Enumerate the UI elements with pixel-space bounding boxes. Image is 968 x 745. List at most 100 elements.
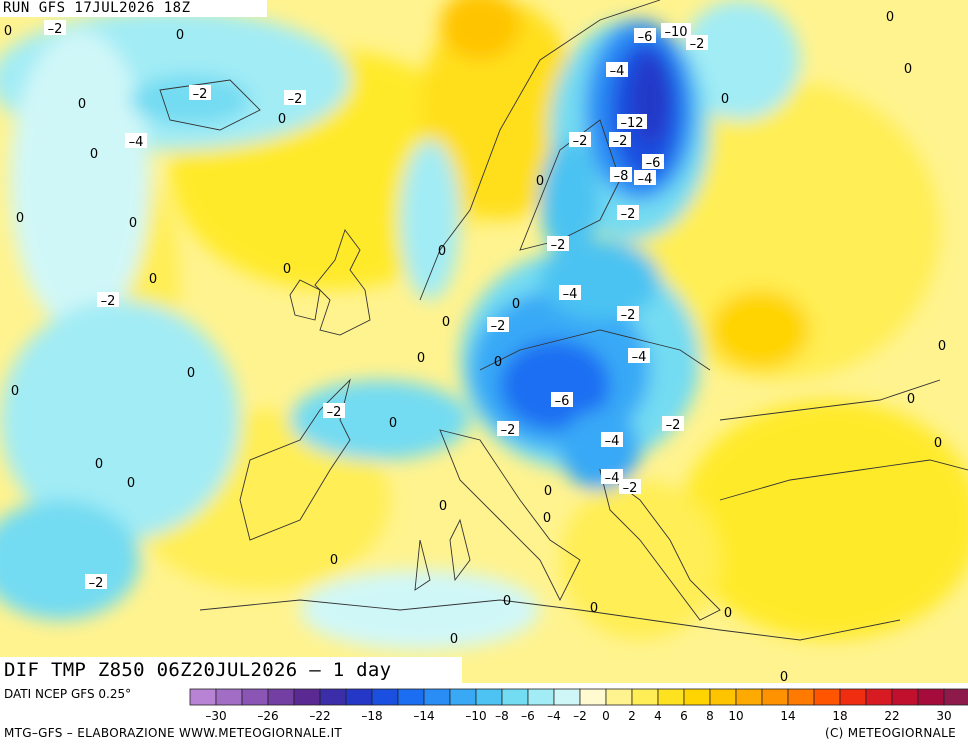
- contour-label-text: –2: [573, 134, 588, 149]
- contour-label-box: [284, 90, 306, 105]
- scale-tick-label: –6: [521, 709, 535, 723]
- anomaly-field: [0, 0, 968, 650]
- contour-label-box: [634, 170, 656, 185]
- contour-label-text: –2: [48, 22, 63, 37]
- scale-swatch: [631, 688, 659, 706]
- scale-swatch: [527, 688, 555, 706]
- contour-label: 0: [724, 606, 732, 621]
- scale-swatch: [345, 688, 373, 706]
- contour-label-text: 0: [90, 147, 98, 162]
- scale-tick-label: 30: [936, 709, 951, 723]
- contour-label-text: 0: [283, 262, 291, 277]
- contour-label: 0: [16, 211, 24, 226]
- contour-label: 0: [438, 244, 446, 259]
- contour-label-box: [569, 132, 591, 147]
- scale-swatch: [371, 688, 399, 706]
- scale-tick-label: 4: [654, 709, 662, 723]
- contour-label-text: 0: [438, 244, 446, 259]
- credit-left: MTG–GFS – ELABORAZIONE WWW.METEOGIORNALE…: [4, 726, 343, 740]
- contour-label: 0: [439, 499, 447, 514]
- contour-label-text: –2: [101, 294, 116, 309]
- contour-label-text: 0: [417, 351, 425, 366]
- contour-label: 0: [330, 553, 338, 568]
- contour-label-text: 0: [95, 457, 103, 472]
- contour-label: –2: [97, 292, 119, 309]
- scale-tick-label: 10: [728, 709, 743, 723]
- scale-swatch: [839, 688, 867, 706]
- contour-label: 0: [721, 92, 729, 107]
- contour-label: –2: [189, 85, 211, 102]
- scale-swatch: [501, 688, 529, 706]
- contour-label-text: –4: [605, 434, 620, 449]
- contour-label: 0: [544, 484, 552, 499]
- scale-swatch: [709, 688, 737, 706]
- contour-label-box: [606, 62, 628, 77]
- contour-label: –2: [284, 90, 306, 107]
- contour-label-text: 0: [938, 339, 946, 354]
- contour-label: 0: [78, 97, 86, 112]
- scale-swatch: [553, 688, 581, 706]
- contour-label-text: 0: [721, 92, 729, 107]
- contour-label-text: –4: [632, 350, 647, 365]
- contour-label-text: 0: [886, 10, 894, 25]
- scale-tick-label: 2: [628, 709, 636, 723]
- contour-label: 0: [149, 272, 157, 287]
- contour-label-box: [44, 20, 66, 35]
- scale-swatch: [891, 688, 919, 706]
- scale-tick-label: –26: [257, 709, 278, 723]
- color-scale-legend: –30 –26 –22 –18 –14 –10 –8 –6 –4 –2 0 2 4 6 8 10 14 18 22 3…: [189, 688, 968, 723]
- contour-label-text: –10: [664, 25, 687, 40]
- contour-label-box: [662, 416, 684, 431]
- contour-label: 0: [442, 315, 450, 330]
- scale-swatch: [423, 688, 451, 706]
- contour-label-box: [686, 35, 708, 50]
- contour-label-text: 0: [442, 315, 450, 330]
- contour-label: 0: [129, 216, 137, 231]
- contour-label-text: 0: [129, 216, 137, 231]
- contour-label: –6: [642, 154, 664, 171]
- scale-swatch: [215, 688, 243, 706]
- scale-tick-label: 8: [706, 709, 714, 723]
- contour-label: 0: [278, 112, 286, 127]
- contour-label: –2: [617, 306, 639, 323]
- scale-tick-label: 18: [832, 709, 847, 723]
- contour-label-text: –2: [613, 134, 628, 149]
- contour-label: 0: [503, 594, 511, 609]
- contour-label-text: 0: [907, 392, 915, 407]
- contour-label: 0: [494, 355, 502, 370]
- contour-label-box: [634, 28, 656, 43]
- contour-label: 0: [450, 632, 458, 647]
- contour-label-text: –2: [621, 207, 636, 222]
- contour-label-text: 0: [544, 484, 552, 499]
- contour-label: –2: [617, 205, 639, 222]
- contour-label-text: 0: [439, 499, 447, 514]
- contour-label-text: 0: [512, 297, 520, 312]
- contour-label-text: –2: [491, 319, 506, 334]
- contour-label: 0: [934, 436, 942, 451]
- contour-label-text: –8: [614, 169, 629, 184]
- contour-label-text: –2: [621, 308, 636, 323]
- contour-label: 0: [907, 392, 915, 407]
- scale-swatch: [449, 688, 477, 706]
- contour-label-text: –2: [690, 37, 705, 52]
- contour-label-text: –2: [288, 92, 303, 107]
- contour-label-text: –4: [638, 172, 653, 187]
- contour-label-text: 0: [4, 24, 12, 39]
- contour-label-text: –2: [193, 87, 208, 102]
- scale-swatch: [241, 688, 269, 706]
- contour-label: –2: [686, 35, 708, 52]
- contour-label: –12: [617, 114, 647, 131]
- contour-label: 0: [95, 457, 103, 472]
- contour-label: –2: [44, 20, 66, 37]
- contour-label: –4: [601, 432, 623, 449]
- contour-label: –4: [559, 285, 581, 302]
- contour-label-box: [547, 236, 569, 251]
- contour-label-box: [610, 167, 632, 182]
- contour-label-box: [497, 421, 519, 436]
- contour-label-text: –2: [501, 423, 516, 438]
- contour-label-text: 0: [16, 211, 24, 226]
- contour-label-box: [609, 132, 631, 147]
- contour-label: 0: [90, 147, 98, 162]
- contour-label: 0: [536, 174, 544, 189]
- contour-label-text: 0: [904, 62, 912, 77]
